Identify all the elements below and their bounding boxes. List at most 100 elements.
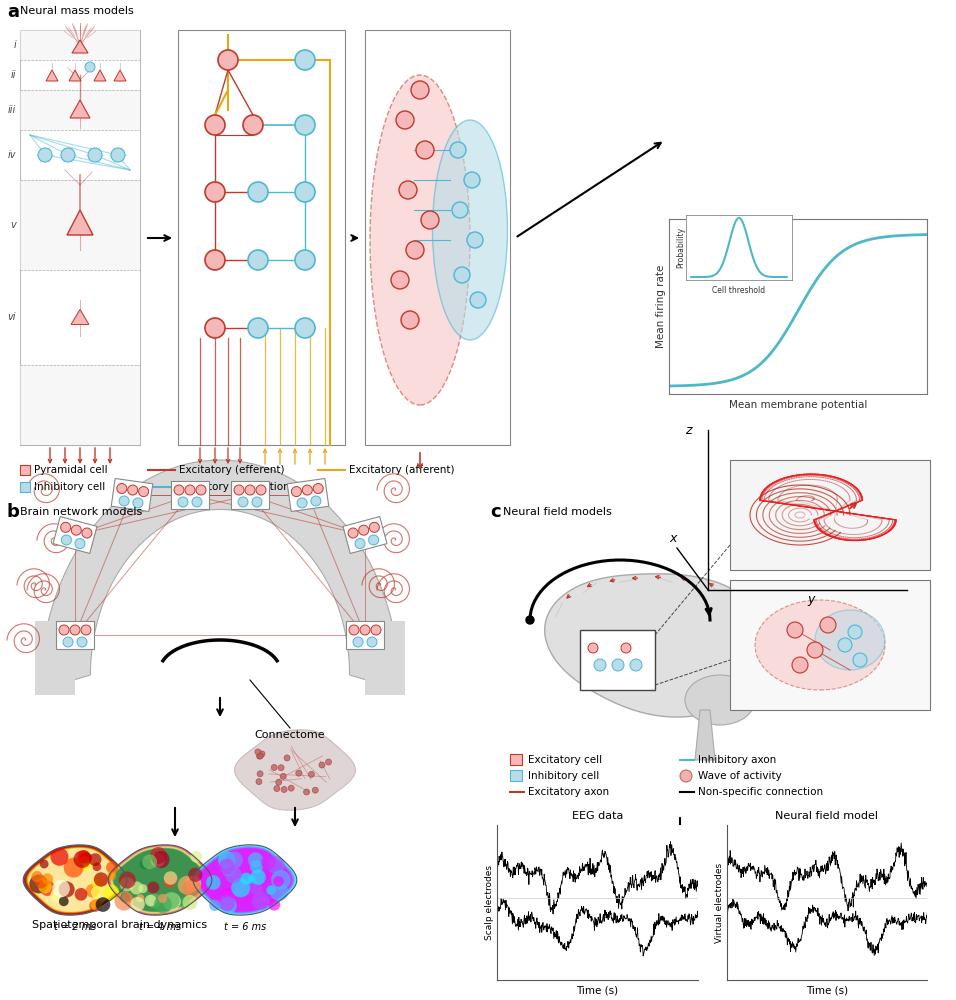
Circle shape xyxy=(183,895,198,910)
Circle shape xyxy=(406,241,424,259)
Bar xyxy=(35,621,75,695)
Bar xyxy=(580,630,655,690)
Circle shape xyxy=(238,874,254,890)
Polygon shape xyxy=(113,848,207,912)
Circle shape xyxy=(91,886,103,898)
Circle shape xyxy=(680,770,692,782)
Polygon shape xyxy=(197,847,293,913)
Circle shape xyxy=(348,528,358,538)
Circle shape xyxy=(248,182,268,202)
Circle shape xyxy=(360,625,370,635)
Circle shape xyxy=(353,637,363,647)
Circle shape xyxy=(450,142,466,158)
Polygon shape xyxy=(69,70,81,81)
Bar xyxy=(730,580,930,710)
Circle shape xyxy=(467,232,483,248)
Y-axis label: Scalp electrodes: Scalp electrodes xyxy=(486,865,494,940)
Bar xyxy=(365,621,405,695)
Polygon shape xyxy=(71,310,89,324)
Circle shape xyxy=(163,893,181,910)
Circle shape xyxy=(358,525,369,535)
Circle shape xyxy=(252,497,262,507)
Ellipse shape xyxy=(370,75,470,405)
Circle shape xyxy=(111,148,125,162)
Circle shape xyxy=(179,898,189,908)
Circle shape xyxy=(185,876,202,891)
Circle shape xyxy=(792,657,808,673)
Circle shape xyxy=(59,896,69,906)
Circle shape xyxy=(96,897,110,912)
Circle shape xyxy=(526,616,534,624)
Circle shape xyxy=(152,851,169,868)
Circle shape xyxy=(295,770,302,776)
Circle shape xyxy=(209,900,221,911)
X-axis label: Cell threshold: Cell threshold xyxy=(712,286,766,295)
Circle shape xyxy=(218,50,238,70)
Circle shape xyxy=(588,643,598,653)
FancyBboxPatch shape xyxy=(171,481,209,509)
Circle shape xyxy=(612,659,624,671)
Text: Non-specific connection: Non-specific connection xyxy=(698,787,823,797)
Circle shape xyxy=(853,653,867,667)
Circle shape xyxy=(371,625,381,635)
Circle shape xyxy=(64,858,83,878)
Circle shape xyxy=(115,891,134,911)
Circle shape xyxy=(238,497,248,507)
Circle shape xyxy=(140,859,150,869)
Circle shape xyxy=(61,148,75,162)
Circle shape xyxy=(787,622,803,638)
Text: v: v xyxy=(11,220,16,230)
Polygon shape xyxy=(72,40,88,53)
Bar xyxy=(20,365,140,445)
Circle shape xyxy=(178,497,188,507)
Polygon shape xyxy=(70,100,90,118)
Ellipse shape xyxy=(815,610,885,670)
Circle shape xyxy=(257,771,263,777)
Text: Inhibitory cell: Inhibitory cell xyxy=(528,771,599,781)
Circle shape xyxy=(244,883,253,893)
Circle shape xyxy=(278,765,284,771)
Circle shape xyxy=(51,888,66,903)
Text: y: y xyxy=(808,593,815,606)
Polygon shape xyxy=(23,845,127,915)
Text: Excitatory cell: Excitatory cell xyxy=(528,755,602,765)
Circle shape xyxy=(38,148,52,162)
Circle shape xyxy=(367,637,377,647)
Circle shape xyxy=(256,485,266,495)
Circle shape xyxy=(311,496,321,506)
Polygon shape xyxy=(28,848,122,912)
Circle shape xyxy=(369,522,380,532)
Circle shape xyxy=(51,848,69,866)
Circle shape xyxy=(250,860,263,873)
Circle shape xyxy=(174,485,184,495)
Circle shape xyxy=(257,753,263,759)
Title: Neural field model: Neural field model xyxy=(775,811,879,821)
Bar xyxy=(20,90,140,130)
Circle shape xyxy=(295,50,315,70)
Bar xyxy=(510,754,522,765)
Circle shape xyxy=(91,899,102,911)
Circle shape xyxy=(205,115,225,135)
FancyBboxPatch shape xyxy=(231,481,269,509)
FancyBboxPatch shape xyxy=(111,478,153,512)
Circle shape xyxy=(39,880,55,896)
Circle shape xyxy=(267,856,285,874)
Text: Wave of activity: Wave of activity xyxy=(698,771,782,781)
Circle shape xyxy=(218,851,236,869)
Circle shape xyxy=(273,786,280,792)
Circle shape xyxy=(121,892,132,903)
Circle shape xyxy=(58,881,75,897)
Circle shape xyxy=(30,875,48,893)
Circle shape xyxy=(151,853,165,867)
Polygon shape xyxy=(24,845,126,915)
Circle shape xyxy=(271,883,289,901)
Circle shape xyxy=(163,871,177,885)
Polygon shape xyxy=(46,70,58,81)
X-axis label: Time (s): Time (s) xyxy=(576,986,619,996)
Circle shape xyxy=(256,753,263,759)
Text: iv: iv xyxy=(8,150,16,160)
Circle shape xyxy=(621,643,631,653)
Circle shape xyxy=(243,115,263,135)
Circle shape xyxy=(251,857,268,873)
Circle shape xyxy=(411,81,429,99)
